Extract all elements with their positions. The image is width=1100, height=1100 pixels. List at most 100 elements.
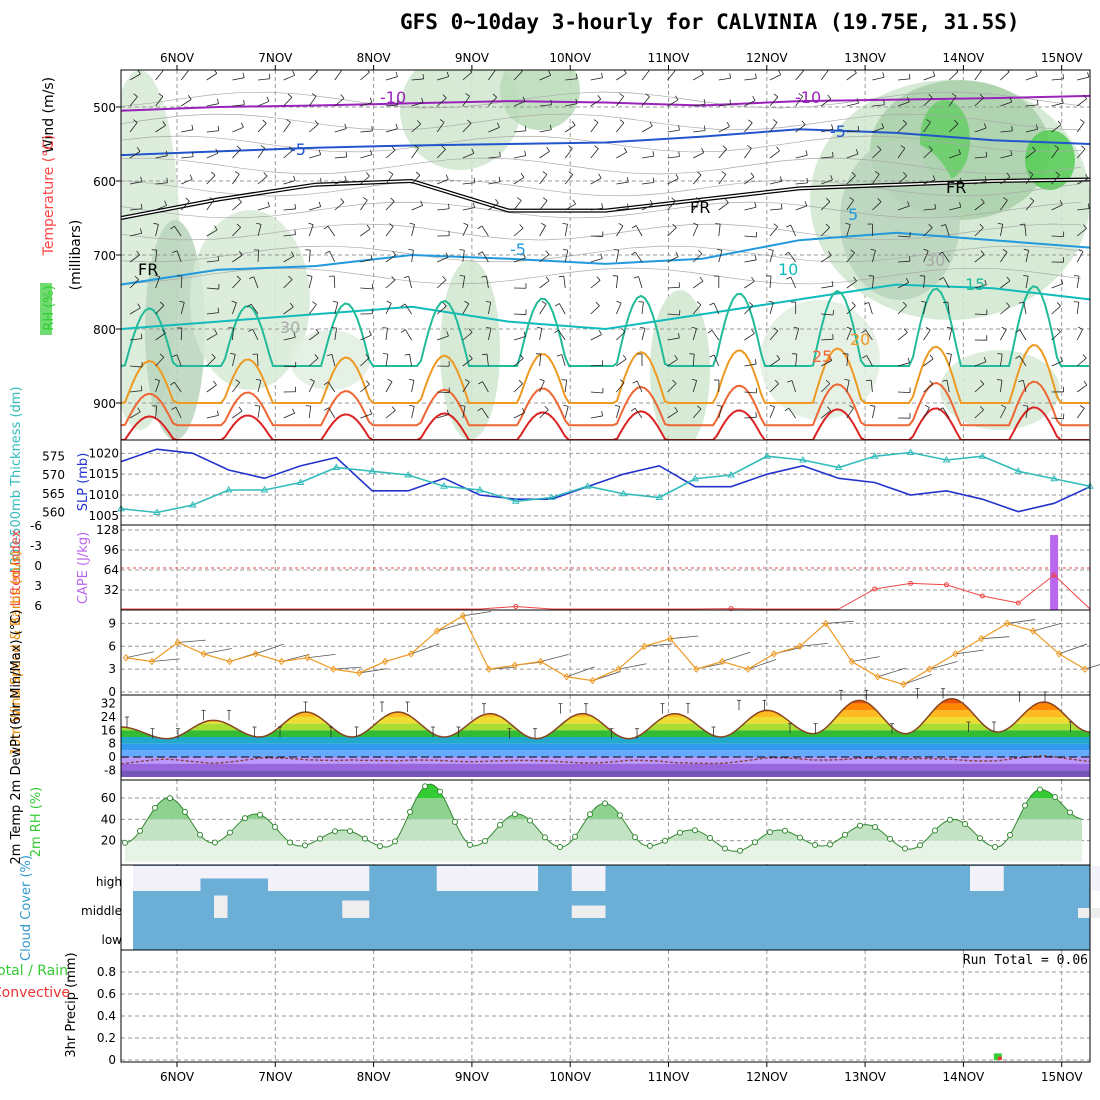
bottom-day-label: 13NOV [844, 1070, 886, 1084]
wind-barb [232, 279, 241, 289]
wind-barb-flag [164, 200, 168, 206]
wind-barb-flag [856, 98, 859, 104]
wind-barb-flag [292, 70, 296, 76]
cloud-level-label: middle [81, 904, 122, 918]
lifted-tick-label: 6 [34, 599, 42, 613]
wind-barb-flag [595, 301, 600, 306]
wind-barb [539, 200, 548, 211]
wind-barb-flag [387, 378, 393, 382]
wind-barb [974, 180, 987, 185]
wind10-barb [1007, 619, 1036, 624]
wind-barb [744, 176, 755, 185]
thickness-tick-label: 565 [42, 487, 65, 501]
rh-contour [121, 91, 1082, 109]
wind-barb-flag [327, 353, 333, 357]
rh-point [212, 839, 218, 846]
wind-barb [488, 97, 497, 107]
bottom-day-label: 11NOV [648, 1070, 690, 1084]
wind-barb [252, 329, 259, 341]
wind-barb [868, 302, 873, 315]
wind-barb-flag [520, 173, 525, 178]
wind-barb-flag [907, 201, 910, 207]
wind-barb [334, 97, 345, 107]
wind-barb [821, 128, 833, 133]
rh-point [962, 821, 968, 828]
rh-point [767, 829, 773, 836]
wind-barb [174, 381, 182, 393]
wind-barb-flag [827, 406, 831, 411]
cloud-high-segment [268, 866, 336, 891]
wind-barb [385, 354, 389, 367]
temp-tick-label: 0 [108, 750, 116, 764]
wind-barb [897, 123, 907, 133]
wind-barb [1076, 329, 1083, 341]
wind-barb-flag [473, 177, 476, 183]
wind10-point [589, 676, 596, 685]
wind-barb [206, 312, 219, 315]
rh-point [812, 841, 818, 848]
wind-barb [155, 406, 158, 419]
wind-barb [486, 354, 489, 367]
wind-barb [616, 122, 625, 133]
wind-barb-flag [497, 122, 500, 128]
wind-barb-flag [1036, 99, 1039, 105]
wind-barb-flag [726, 122, 730, 127]
wind-barb-flag [311, 93, 317, 97]
rh-shading [1025, 130, 1075, 190]
wind10-barb [747, 659, 777, 670]
contour-label: 30 [280, 318, 300, 337]
wind-barb-flag [1035, 124, 1039, 130]
wind-barb-flag [832, 151, 834, 157]
wind-barb [436, 97, 447, 107]
wind-barb-flag [1015, 329, 1020, 333]
wind-barb [820, 70, 829, 81]
wind-barb [1024, 224, 1027, 237]
chart-title: GFS 0~10day 3-hourly for CALVINIA (19.75… [400, 10, 1020, 34]
wind-barb [257, 123, 267, 133]
cloud-high-segment [436, 866, 538, 891]
wind10-point [382, 657, 389, 666]
wind-barb-flag [929, 354, 934, 360]
wind-barb-flag [465, 93, 470, 97]
wind-barb-flag [861, 329, 866, 334]
wind-barb [253, 276, 259, 289]
rh-point [587, 811, 593, 818]
wind-barb [821, 313, 834, 316]
contour-label: 20 [850, 330, 870, 349]
wind-barb-flag [314, 354, 319, 359]
wind-barb-flag [478, 381, 483, 385]
wind-barb [1025, 174, 1034, 185]
wind-barb [360, 175, 370, 185]
wind-barb [513, 100, 526, 107]
slp-axis-label: SLP (mb) [76, 453, 91, 512]
wind-barb [232, 104, 245, 107]
wind-barb [974, 70, 983, 81]
wind-barb [563, 276, 566, 289]
wind-barb-flag [597, 95, 602, 100]
wind-barb [129, 181, 142, 185]
wind-barb-flag [831, 281, 834, 287]
wind-barb-flag [401, 329, 406, 333]
wind-barb [1019, 329, 1027, 341]
wind-barb-flag [1056, 302, 1061, 307]
wind-barb [1025, 250, 1030, 263]
wind-barb [1051, 360, 1063, 367]
wind-barb [1051, 417, 1064, 420]
wind-barb [565, 103, 578, 107]
wind10-axis-label: 10m Wind Speed & Barbs (m/s) [9, 551, 24, 756]
wind10-point [641, 642, 648, 651]
wind-barb-flag [382, 353, 388, 355]
wind-barb [334, 156, 347, 159]
wind-barb [943, 277, 950, 289]
wind-barb-flag [370, 254, 373, 260]
wind-barb [692, 328, 697, 341]
wind-barb [590, 258, 603, 263]
wind-barb [1076, 384, 1088, 393]
wind-barb [923, 75, 936, 81]
wind-barb [513, 200, 522, 211]
cloud-mid-segment [342, 900, 370, 918]
wind-barb-flag [938, 277, 944, 281]
wind-barb [870, 380, 873, 393]
wind-barb [283, 149, 294, 159]
